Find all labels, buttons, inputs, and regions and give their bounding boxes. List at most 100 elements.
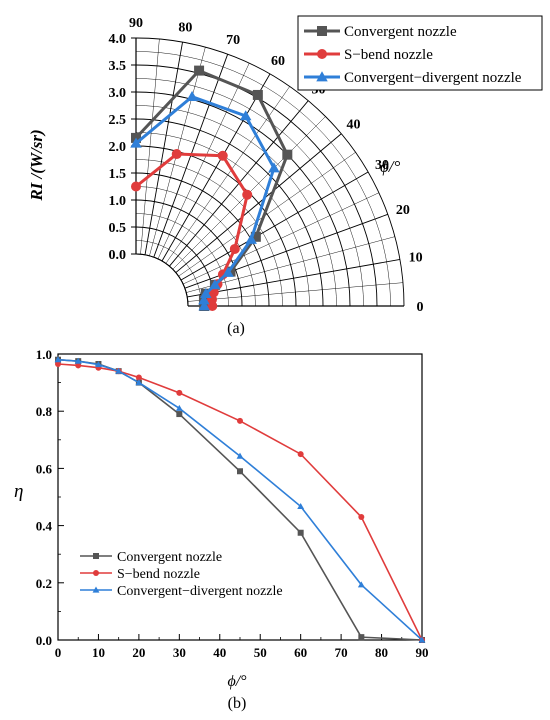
y-tick-label: 0.0	[36, 633, 52, 648]
series-line	[57, 358, 423, 641]
polar-data-point	[245, 233, 257, 244]
polar-data-point	[242, 189, 253, 200]
radius-tick-label: 0.5	[109, 221, 127, 236]
radius-axis-ticks: 0.0 0.5 1.0 1.5 2.0 2.5 3.0 3.5 4.0	[109, 32, 136, 263]
angle-tick-label: 80	[178, 20, 192, 35]
x-tick-label: 0	[55, 645, 62, 660]
legend-label: S−bend nozzle	[344, 47, 433, 63]
y-tick-label: 0.4	[36, 519, 53, 534]
polar-data-point	[130, 137, 142, 148]
x-tick-label: 90	[416, 645, 429, 660]
y-tick-label: 0.6	[36, 461, 53, 476]
x-axis-label: ϕ/°	[227, 673, 247, 690]
polar-grid-spoke	[178, 152, 356, 277]
polar-grid-spoke	[161, 73, 271, 262]
legend-marker	[92, 586, 100, 593]
panel-label-b: (b)	[228, 695, 247, 712]
legend: Convergent nozzle S−bend nozzle Convergent…	[297, 15, 543, 91]
data-point	[297, 502, 305, 510]
line-axes: 0 10 20 30 40 50 60 70 80 90 0.0 0.2 0.4 0.6 0.8 1.0	[36, 347, 429, 660]
polar-data-point	[250, 231, 261, 242]
polar-data-point	[198, 300, 210, 311]
x-tick-label: 80	[375, 645, 388, 660]
radius-tick-label: 2.0	[109, 140, 127, 155]
angle-tick-label: 40	[347, 117, 361, 132]
data-point	[55, 361, 61, 368]
polar-grid-spoke	[157, 63, 250, 259]
polar-grid-spoke	[180, 171, 369, 281]
polar-grid-spoke	[140, 39, 160, 255]
y-tick-label: 0.2	[36, 576, 52, 591]
angle-tick-label: 60	[271, 54, 285, 69]
polar-grid-spoke	[187, 282, 403, 302]
polar-data-point	[217, 150, 228, 161]
legend-label: Convergent nozzle	[344, 24, 457, 40]
data-point	[358, 634, 365, 641]
legend-marker	[93, 553, 99, 559]
data-point	[94, 361, 102, 368]
polar-data-point	[186, 90, 198, 101]
polar-data-point	[131, 181, 141, 192]
polar-grid-spoke	[184, 213, 388, 289]
data-point	[176, 411, 183, 418]
x-tick-label: 50	[254, 645, 267, 660]
data-point	[135, 374, 142, 381]
polar-series-layer	[130, 65, 293, 311]
polar-data-point	[222, 266, 234, 277]
legend-label: Convergent nozzle	[117, 550, 222, 565]
data-point	[115, 367, 123, 374]
data-point	[418, 636, 426, 643]
polar-data-point	[200, 287, 212, 299]
radius-tick-label: 1.0	[109, 194, 127, 209]
series-line	[57, 363, 423, 641]
x-tick-label: 40	[213, 645, 226, 660]
x-tick-label: 10	[92, 645, 105, 660]
data-point	[135, 379, 143, 386]
angle-tick-label: 10	[409, 251, 423, 266]
legend: Convergent nozzle S−bend nozzle Convergent…	[80, 550, 283, 599]
angle-tick-label: 20	[396, 203, 410, 218]
angle-axis-label: ϕ/°	[380, 157, 401, 176]
polar-data-point	[198, 294, 210, 305]
legend-marker	[93, 570, 99, 576]
radius-tick-label: 0.0	[109, 248, 127, 263]
data-point	[74, 357, 82, 364]
data-point	[358, 514, 365, 521]
polar-data-point	[268, 162, 280, 173]
line-chart-panel: 0 10 20 30 40 50 60 70 80 900.00.20.40.60.81.0 η …	[14, 347, 429, 712]
polar-chart-panel: 0.00.51.01.52.02.53.03.54.0 010203040506…	[27, 15, 543, 337]
polar-grid-spoke	[144, 41, 183, 255]
radius-axis-label: RI /(W/sr)	[27, 129, 46, 201]
radius-tick-label: 4.0	[109, 32, 127, 47]
angle-tick-label: 0	[417, 300, 424, 315]
data-point	[357, 581, 365, 588]
legend-marker	[317, 26, 327, 36]
polar-grid-spoke	[187, 259, 401, 298]
legend-marker	[316, 71, 328, 82]
radius-tick-label: 2.5	[109, 113, 127, 128]
data-point	[297, 451, 304, 458]
legend-label: Convergent−divergent nozzle	[344, 70, 522, 86]
polar-data-point	[171, 149, 182, 160]
polar-grid-spoke	[183, 192, 379, 285]
data-point	[176, 389, 183, 396]
data-point	[297, 529, 304, 536]
x-tick-label: 60	[294, 645, 307, 660]
x-tick-label: 30	[173, 645, 186, 660]
data-point	[75, 362, 82, 369]
data-point	[175, 404, 183, 411]
legend-marker	[317, 49, 327, 59]
radius-tick-label: 3.0	[109, 86, 127, 101]
radius-tick-label: 1.5	[109, 167, 127, 182]
polar-data-point	[282, 149, 293, 160]
data-point	[237, 417, 243, 424]
data-point	[237, 468, 243, 475]
y-axis-label: η	[14, 481, 23, 502]
line-series-layer	[54, 356, 426, 643]
polar-data-point	[239, 110, 252, 121]
polar-data-point	[209, 279, 221, 290]
data-point	[236, 452, 244, 459]
angle-tick-label: 90	[129, 16, 143, 31]
radius-tick-label: 3.5	[109, 59, 127, 74]
